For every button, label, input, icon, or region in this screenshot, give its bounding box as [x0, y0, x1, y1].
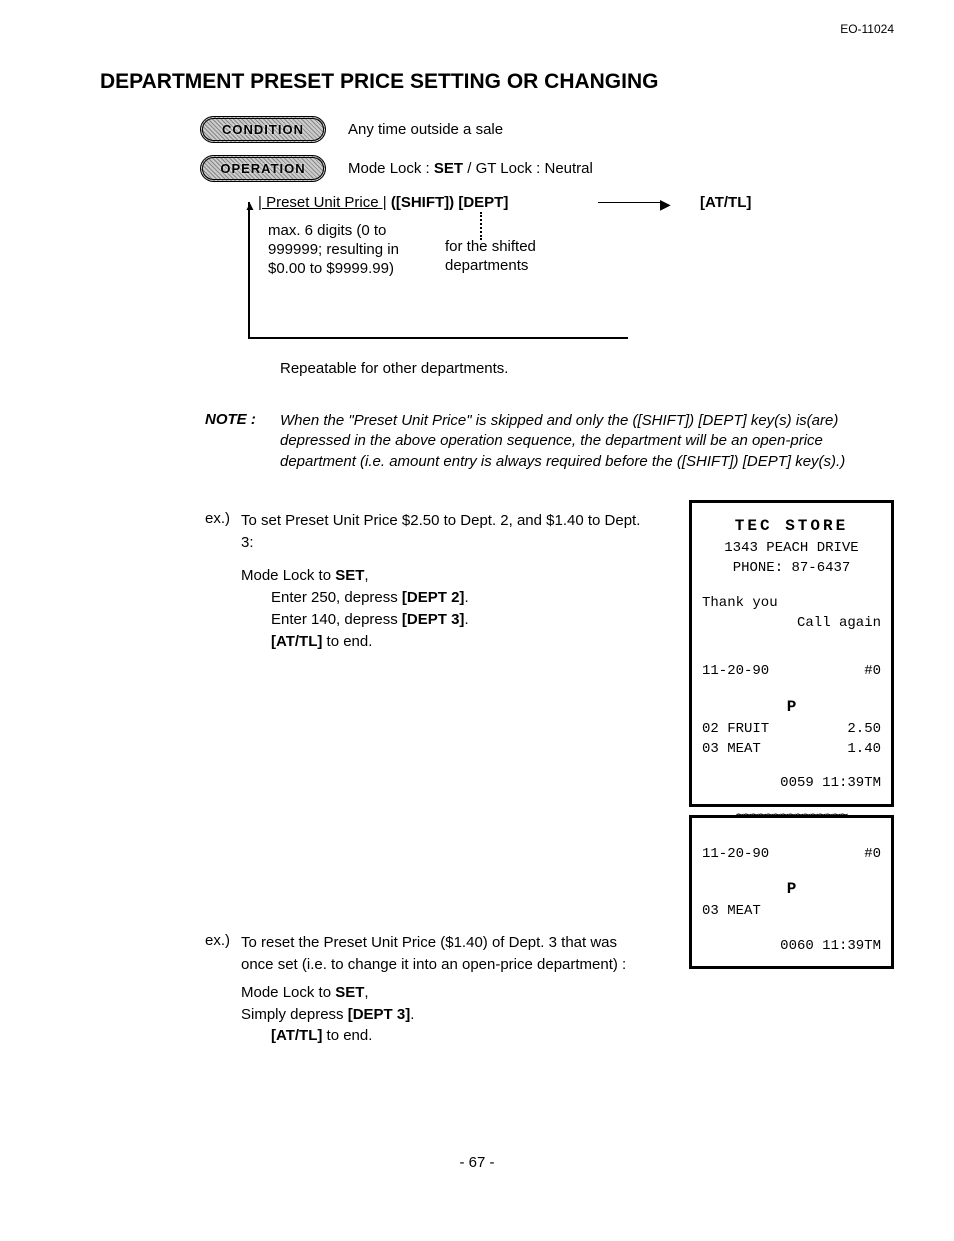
- entry-label: | Preset Unit Price |: [258, 194, 387, 211]
- receipt2-reg: #0: [864, 844, 881, 864]
- receipt2-p: P: [702, 878, 881, 901]
- example2-label: ex.): [205, 932, 241, 949]
- ex2-l2: Simply depress [DEPT 3].: [241, 1006, 414, 1023]
- example-label: ex.): [205, 510, 241, 527]
- arrow-up-icon: ▲: [244, 199, 256, 213]
- operation-suffix: / GT Lock : Neutral: [463, 160, 593, 177]
- operation-prefix: Mode Lock :: [348, 160, 434, 177]
- page-title: DEPARTMENT PRESET PRICE SETTING OR CHANG…: [100, 70, 894, 94]
- note-block: NOTE : When the "Preset Unit Price" is s…: [205, 411, 894, 472]
- diagram-hline: [248, 337, 628, 339]
- receipt-line1: 02 FRUIT2.50: [702, 719, 881, 739]
- receipt2-date-row: 11-20-90 #0: [702, 844, 881, 864]
- target-key: [AT/TL]: [700, 194, 751, 211]
- page-number: - 67 -: [0, 1154, 954, 1171]
- keys-label: ([SHIFT]) [DEPT]: [391, 194, 508, 211]
- receipt-line2: 03 MEAT1.40: [702, 739, 881, 759]
- condition-text: Any time outside a sale: [348, 121, 503, 138]
- diagram-note-shift: for the shifted departments: [445, 238, 575, 276]
- receipt-store: TEC STORE: [702, 515, 881, 538]
- receipt2-date: 11-20-90: [702, 844, 769, 864]
- ex1-l4: [AT/TL] to end.: [241, 631, 641, 653]
- ex1-l3: Enter 140, depress [DEPT 3].: [241, 609, 641, 631]
- operation-text: Mode Lock : SET / GT Lock : Neutral: [348, 160, 593, 177]
- diagram-connector: [598, 202, 662, 204]
- receipt-date: 11-20-90: [702, 661, 769, 681]
- condition-pill: CONDITION: [200, 116, 326, 143]
- diagram-dotted: [480, 212, 482, 240]
- receipt-1: TEC STORE 1343 PEACH DRIVE PHONE: 87-643…: [689, 500, 894, 807]
- repeat-text: Repeatable for other departments.: [280, 360, 894, 377]
- receipt-p: P: [702, 696, 881, 719]
- arrow-right-icon: ▶: [660, 196, 671, 213]
- receipt-again: Call again: [702, 613, 881, 633]
- receipt-phone: PHONE: 87-6437: [702, 558, 881, 578]
- note-label: NOTE :: [205, 411, 280, 472]
- receipt-column: TEC STORE 1343 PEACH DRIVE PHONE: 87-643…: [689, 500, 894, 969]
- ex1-intro: To set Preset Unit Price $2.50 to Dept. …: [241, 512, 640, 551]
- receipt-reg: #0: [864, 661, 881, 681]
- receipt-footer: 0059 11:39TM: [702, 773, 881, 793]
- ex1-l1: Mode Lock to SET,: [241, 567, 369, 584]
- note-body: When the "Preset Unit Price" is skipped …: [280, 411, 894, 472]
- receipt-addr: 1343 PEACH DRIVE: [702, 538, 881, 558]
- ex2-l1: Mode Lock to SET,: [241, 984, 369, 1001]
- diagram-note-digits: max. 6 digits (0 to 999999; resulting in…: [268, 222, 433, 278]
- ex1-l2: Enter 250, depress [DEPT 2].: [241, 587, 641, 609]
- receipt2-footer: 0060 11:39TM: [702, 936, 881, 956]
- ex2-intro: To reset the Preset Unit Price ($1.40) o…: [241, 934, 626, 973]
- operation-diagram: ▲ | Preset Unit Price | ([SHIFT]) [DEPT]…: [240, 194, 800, 354]
- operation-bold: SET: [434, 160, 463, 177]
- receipt-date-row: 11-20-90 #0: [702, 661, 881, 681]
- diagram-vline: [248, 202, 250, 337]
- example-body: To set Preset Unit Price $2.50 to Dept. …: [241, 510, 641, 653]
- diagram-sequence: | Preset Unit Price | ([SHIFT]) [DEPT]: [258, 194, 508, 211]
- ex2-l3: [AT/TL] to end.: [241, 1025, 641, 1047]
- receipt2-line1: 03 MEAT: [702, 901, 881, 921]
- receipt-2: 11-20-90 #0 P 03 MEAT 0060 11:39TM: [689, 815, 894, 969]
- operation-pill: OPERATION: [200, 155, 326, 182]
- document-id: EO-11024: [840, 22, 894, 36]
- example2-body: To reset the Preset Unit Price ($1.40) o…: [241, 932, 641, 1047]
- receipt-thanks: Thank you: [702, 593, 881, 613]
